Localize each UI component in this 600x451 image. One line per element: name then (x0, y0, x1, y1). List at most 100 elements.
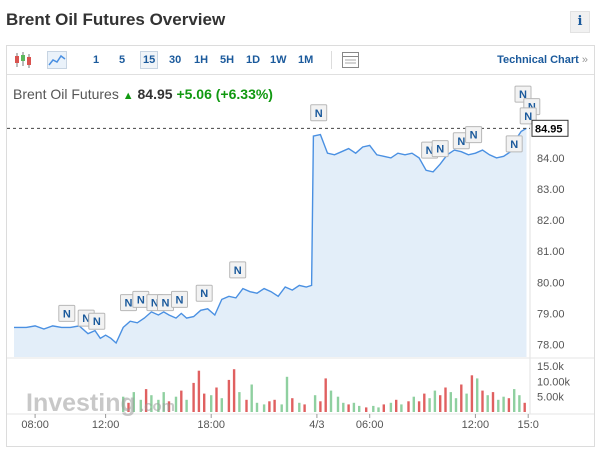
timeframe-1h[interactable]: 1H (194, 54, 209, 66)
volume-bar (313, 395, 317, 412)
chart-frame (6, 45, 595, 447)
time-tick-label: 12:00 (462, 419, 490, 431)
time-tick-label: 12:00 (92, 419, 120, 431)
volume-bar (122, 396, 125, 412)
technical-chart-link[interactable]: Technical Chart » (497, 54, 588, 66)
volume-bar (227, 379, 231, 412)
price-change-percent: (+6.33%) (215, 86, 273, 102)
volume-bar (523, 402, 526, 412)
volume-bar (203, 393, 206, 412)
news-marker-label: N (436, 144, 444, 156)
news-marker-label: N (93, 316, 101, 328)
time-tick-label: 06:00 (356, 419, 384, 431)
time-tick-label: 18:00 (197, 419, 225, 431)
news-marker[interactable]: N (58, 304, 76, 322)
volume-bar (491, 392, 495, 412)
price-axis: 78.00 79.00 80.00 81.00 82.00 83.00 84.00 (537, 153, 565, 352)
area-chart-icon[interactable] (47, 51, 67, 69)
timeframe-1[interactable]: 1 (93, 54, 100, 66)
volume-bar (174, 396, 178, 412)
toolbar-divider (331, 51, 332, 69)
grid-lines (7, 90, 594, 415)
timeframe-5[interactable]: 5 (119, 54, 126, 66)
volume-bar (372, 405, 375, 412)
volume-bar (423, 393, 426, 412)
timeframe-15[interactable]: 15 (140, 51, 159, 69)
info-icon[interactable]: i (570, 11, 590, 33)
price-tick-label: 80.00 (537, 277, 565, 289)
volume-bar (192, 382, 195, 412)
news-marker-label: N (63, 308, 71, 320)
time-tick-label: 08:00 (21, 419, 49, 431)
timeframe-1m[interactable]: 1M (298, 54, 314, 66)
volume-bar (389, 402, 393, 412)
volume-bar (507, 398, 511, 412)
volume-bar (400, 404, 403, 412)
news-marker[interactable]: N (431, 140, 449, 158)
candlestick-icon[interactable] (13, 51, 33, 69)
volume-bar (285, 376, 289, 412)
volume-bar (365, 407, 368, 412)
volume-bar (428, 398, 431, 412)
volume-bar (460, 384, 463, 412)
volume-bar (329, 390, 333, 412)
news-marker[interactable]: N (171, 290, 188, 308)
volume-bar (255, 402, 259, 412)
volume-tick-label: 15.0k (537, 361, 564, 373)
news-marker[interactable]: N (88, 312, 106, 330)
volume-bar (518, 395, 521, 412)
volume-bar (262, 404, 266, 412)
news-marker-label: N (524, 111, 532, 123)
volume-bar (342, 402, 345, 412)
timeframe-5h[interactable]: 5H (220, 54, 235, 66)
volume-bar (377, 407, 380, 412)
news-marker[interactable]: N (465, 126, 483, 144)
news-marker-label: N (470, 130, 478, 142)
volume-bar (481, 390, 484, 412)
volume-bar (238, 392, 241, 412)
price-tick-label: 81.00 (537, 246, 565, 258)
volume-bar (513, 389, 516, 412)
volume-tick-label: 5.00k (537, 392, 564, 404)
price-change: +5.06 (176, 86, 212, 102)
volume-bar (433, 390, 437, 412)
volume-bar (180, 390, 183, 412)
volume-bar (215, 387, 218, 412)
price-tick-label: 83.00 (537, 184, 565, 196)
news-marker-label: N (151, 298, 159, 310)
timeframe-1d[interactable]: 1D (246, 54, 261, 66)
volume-bar (139, 399, 142, 412)
arrow-up-icon: ▲ (122, 90, 134, 102)
news-marker[interactable]: N (310, 104, 328, 122)
news-marker[interactable]: N (195, 284, 213, 302)
news-marker-label: N (162, 298, 170, 310)
news-marker-label: N (200, 288, 208, 300)
data-table-icon[interactable] (341, 51, 361, 69)
timeframe-30[interactable]: 30 (169, 54, 182, 66)
news-marker-label: N (519, 89, 527, 101)
volume-bar (454, 398, 458, 412)
volume-bar (465, 393, 468, 412)
price-area (14, 128, 527, 357)
volume-bar (150, 395, 153, 412)
news-marker-label: N (125, 298, 133, 310)
volume-bar (470, 375, 474, 412)
volume-bar (358, 405, 361, 412)
news-marker-label: N (176, 294, 184, 306)
volume-bars (122, 369, 526, 412)
volume-tick-label: 10.00k (537, 376, 571, 388)
news-marker[interactable]: N (505, 135, 523, 153)
volume-bar (395, 399, 398, 412)
volume-bar (444, 387, 447, 412)
news-marker[interactable]: N (229, 261, 247, 279)
price-tick-label: 78.00 (537, 340, 565, 352)
volume-bar (144, 389, 148, 412)
volume-bar (412, 396, 415, 412)
volume-axis: 15.0k 10.00k 5.00k (537, 361, 571, 404)
volume-bar (298, 402, 301, 412)
investing-logo: Investing .com (26, 389, 175, 417)
volume-bar (407, 401, 410, 412)
timeframe-1w[interactable]: 1W (270, 54, 287, 66)
quote-bar: Brent Oil Futures ▲ 84.95 +5.06 (+6.33%) (13, 86, 273, 102)
volume-bar (303, 404, 306, 412)
